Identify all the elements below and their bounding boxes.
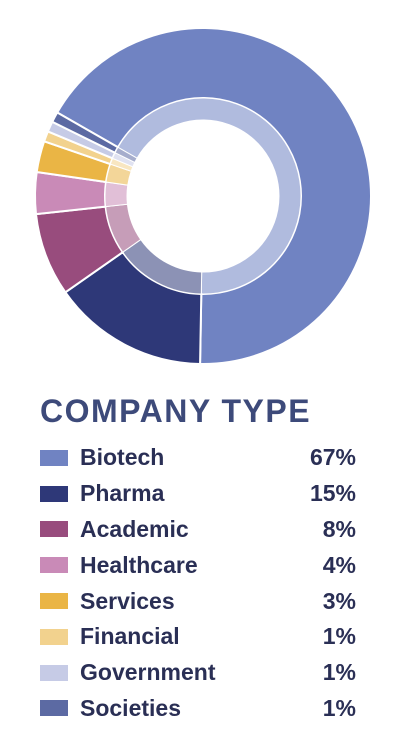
legend-item-biotech: Biotech 67% xyxy=(40,440,356,476)
legend-label-healthcare: Healthcare xyxy=(80,551,198,578)
legend-label-societies: Societies xyxy=(80,694,181,721)
chart-title: COMPANY TYPE xyxy=(40,393,312,429)
legend-value-services: 3% xyxy=(322,587,356,614)
legend-value-financial: 1% xyxy=(322,623,356,650)
slice-inner-biotech xyxy=(117,97,302,295)
legend-item-societies: Societies 1% xyxy=(40,691,356,727)
legend-swatch-services xyxy=(40,593,68,610)
legend-value-biotech: 67% xyxy=(309,444,356,471)
donut-hole xyxy=(127,120,279,272)
legend-value-pharma: 15% xyxy=(309,480,356,507)
legend-value-government: 1% xyxy=(322,659,356,686)
legend-value-academic: 8% xyxy=(322,515,356,542)
legend-item-government: Government 1% xyxy=(40,655,356,691)
legend-swatch-healthcare xyxy=(40,557,68,574)
legend-label-academic: Academic xyxy=(80,515,189,542)
donut-chart xyxy=(34,27,372,365)
legend-item-academic: Academic 8% xyxy=(40,512,356,548)
legend-label-services: Services xyxy=(80,587,175,614)
legend-label-financial: Financial xyxy=(80,623,180,650)
legend-label-pharma: Pharma xyxy=(80,480,165,507)
legend-swatch-financial xyxy=(40,628,68,645)
legend-item-services: Services 3% xyxy=(40,583,356,619)
legend-label-biotech: Biotech xyxy=(80,444,165,471)
legend-swatch-government xyxy=(40,664,68,681)
legend-swatch-pharma xyxy=(40,485,68,502)
legend-swatch-biotech xyxy=(40,449,68,466)
legend-swatch-societies xyxy=(40,700,68,717)
legend-item-pharma: Pharma 15% xyxy=(40,476,356,512)
legend-item-healthcare: Healthcare 4% xyxy=(40,547,356,583)
legend-label-government: Government xyxy=(80,659,216,686)
legend-value-societies: 1% xyxy=(322,694,356,721)
legend-value-healthcare: 4% xyxy=(322,551,356,578)
legend-swatch-academic xyxy=(40,521,68,538)
legend: Biotech 67% Pharma 15% Academic 8% Healt… xyxy=(40,440,356,726)
slice-inner-healthcare xyxy=(104,181,129,208)
legend-item-financial: Financial 1% xyxy=(40,619,356,655)
